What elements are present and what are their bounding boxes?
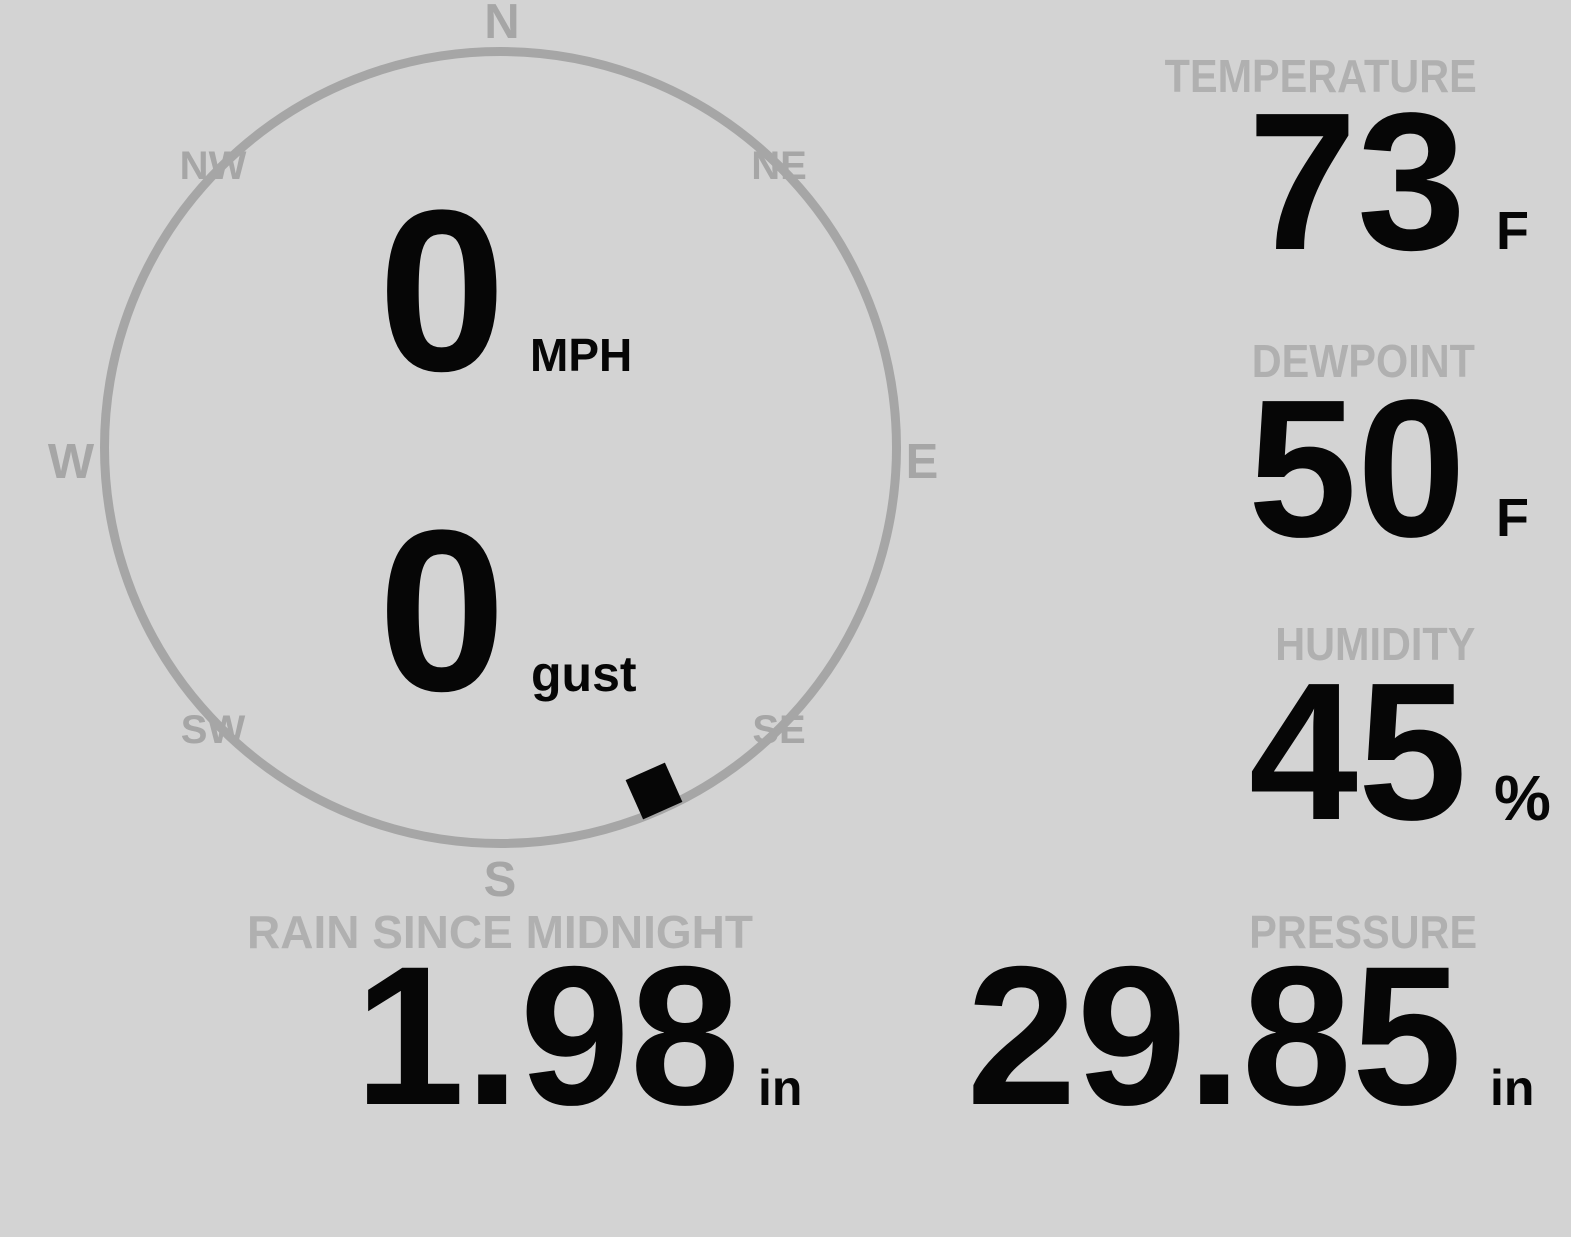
compass-label-southeast: SE: [752, 708, 806, 752]
humidity-unit: %: [1494, 762, 1551, 834]
compass-label-west: W: [47, 435, 95, 489]
compass-label-northeast: NE: [751, 144, 807, 188]
pressure-label: PRESSURE: [1249, 906, 1477, 958]
temperature-label: TEMPERATURE: [1164, 50, 1477, 102]
rain-label: RAIN SINCE MIDNIGHT: [247, 906, 753, 958]
humidity-label: HUMIDITY: [1274, 618, 1475, 670]
temperature-value: 73: [1247, 72, 1466, 291]
wind-speed-value: 0: [378, 162, 506, 419]
wind-gust-unit: gust: [531, 646, 637, 702]
pressure-unit: in: [1490, 1060, 1535, 1116]
compass-label-east: E: [905, 435, 939, 489]
wind-gust-value: 0: [378, 482, 506, 739]
wind-speed-unit: MPH: [530, 329, 633, 381]
compass-label-north: N: [484, 0, 520, 49]
rain-unit: in: [758, 1060, 803, 1116]
dewpoint-label: DEWPOINT: [1251, 335, 1475, 387]
compass-label-south: S: [483, 853, 517, 907]
temperature-unit: F: [1496, 201, 1529, 261]
wind-compass-dial: [100, 47, 901, 848]
compass-label-southwest: SW: [180, 708, 246, 752]
dewpoint-unit: F: [1496, 488, 1529, 548]
dewpoint-value: 50: [1247, 359, 1466, 578]
pressure-value: 29.85: [966, 925, 1462, 1146]
humidity-value: 45: [1248, 642, 1467, 861]
rain-value: 1.98: [354, 925, 740, 1146]
compass-label-northwest: NW: [179, 144, 247, 188]
